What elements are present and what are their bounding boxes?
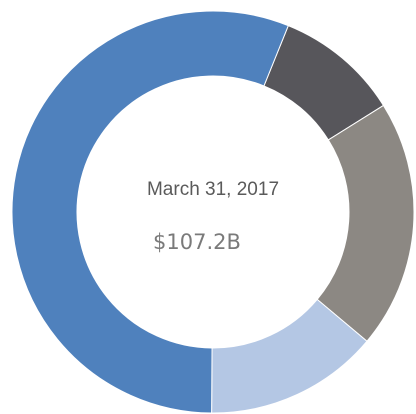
donut xyxy=(11,10,415,414)
center-value: $107.2B xyxy=(153,230,241,254)
center-title: March 31, 2017 xyxy=(147,179,279,200)
donut-slice xyxy=(11,10,289,414)
donut-slice xyxy=(316,104,415,342)
